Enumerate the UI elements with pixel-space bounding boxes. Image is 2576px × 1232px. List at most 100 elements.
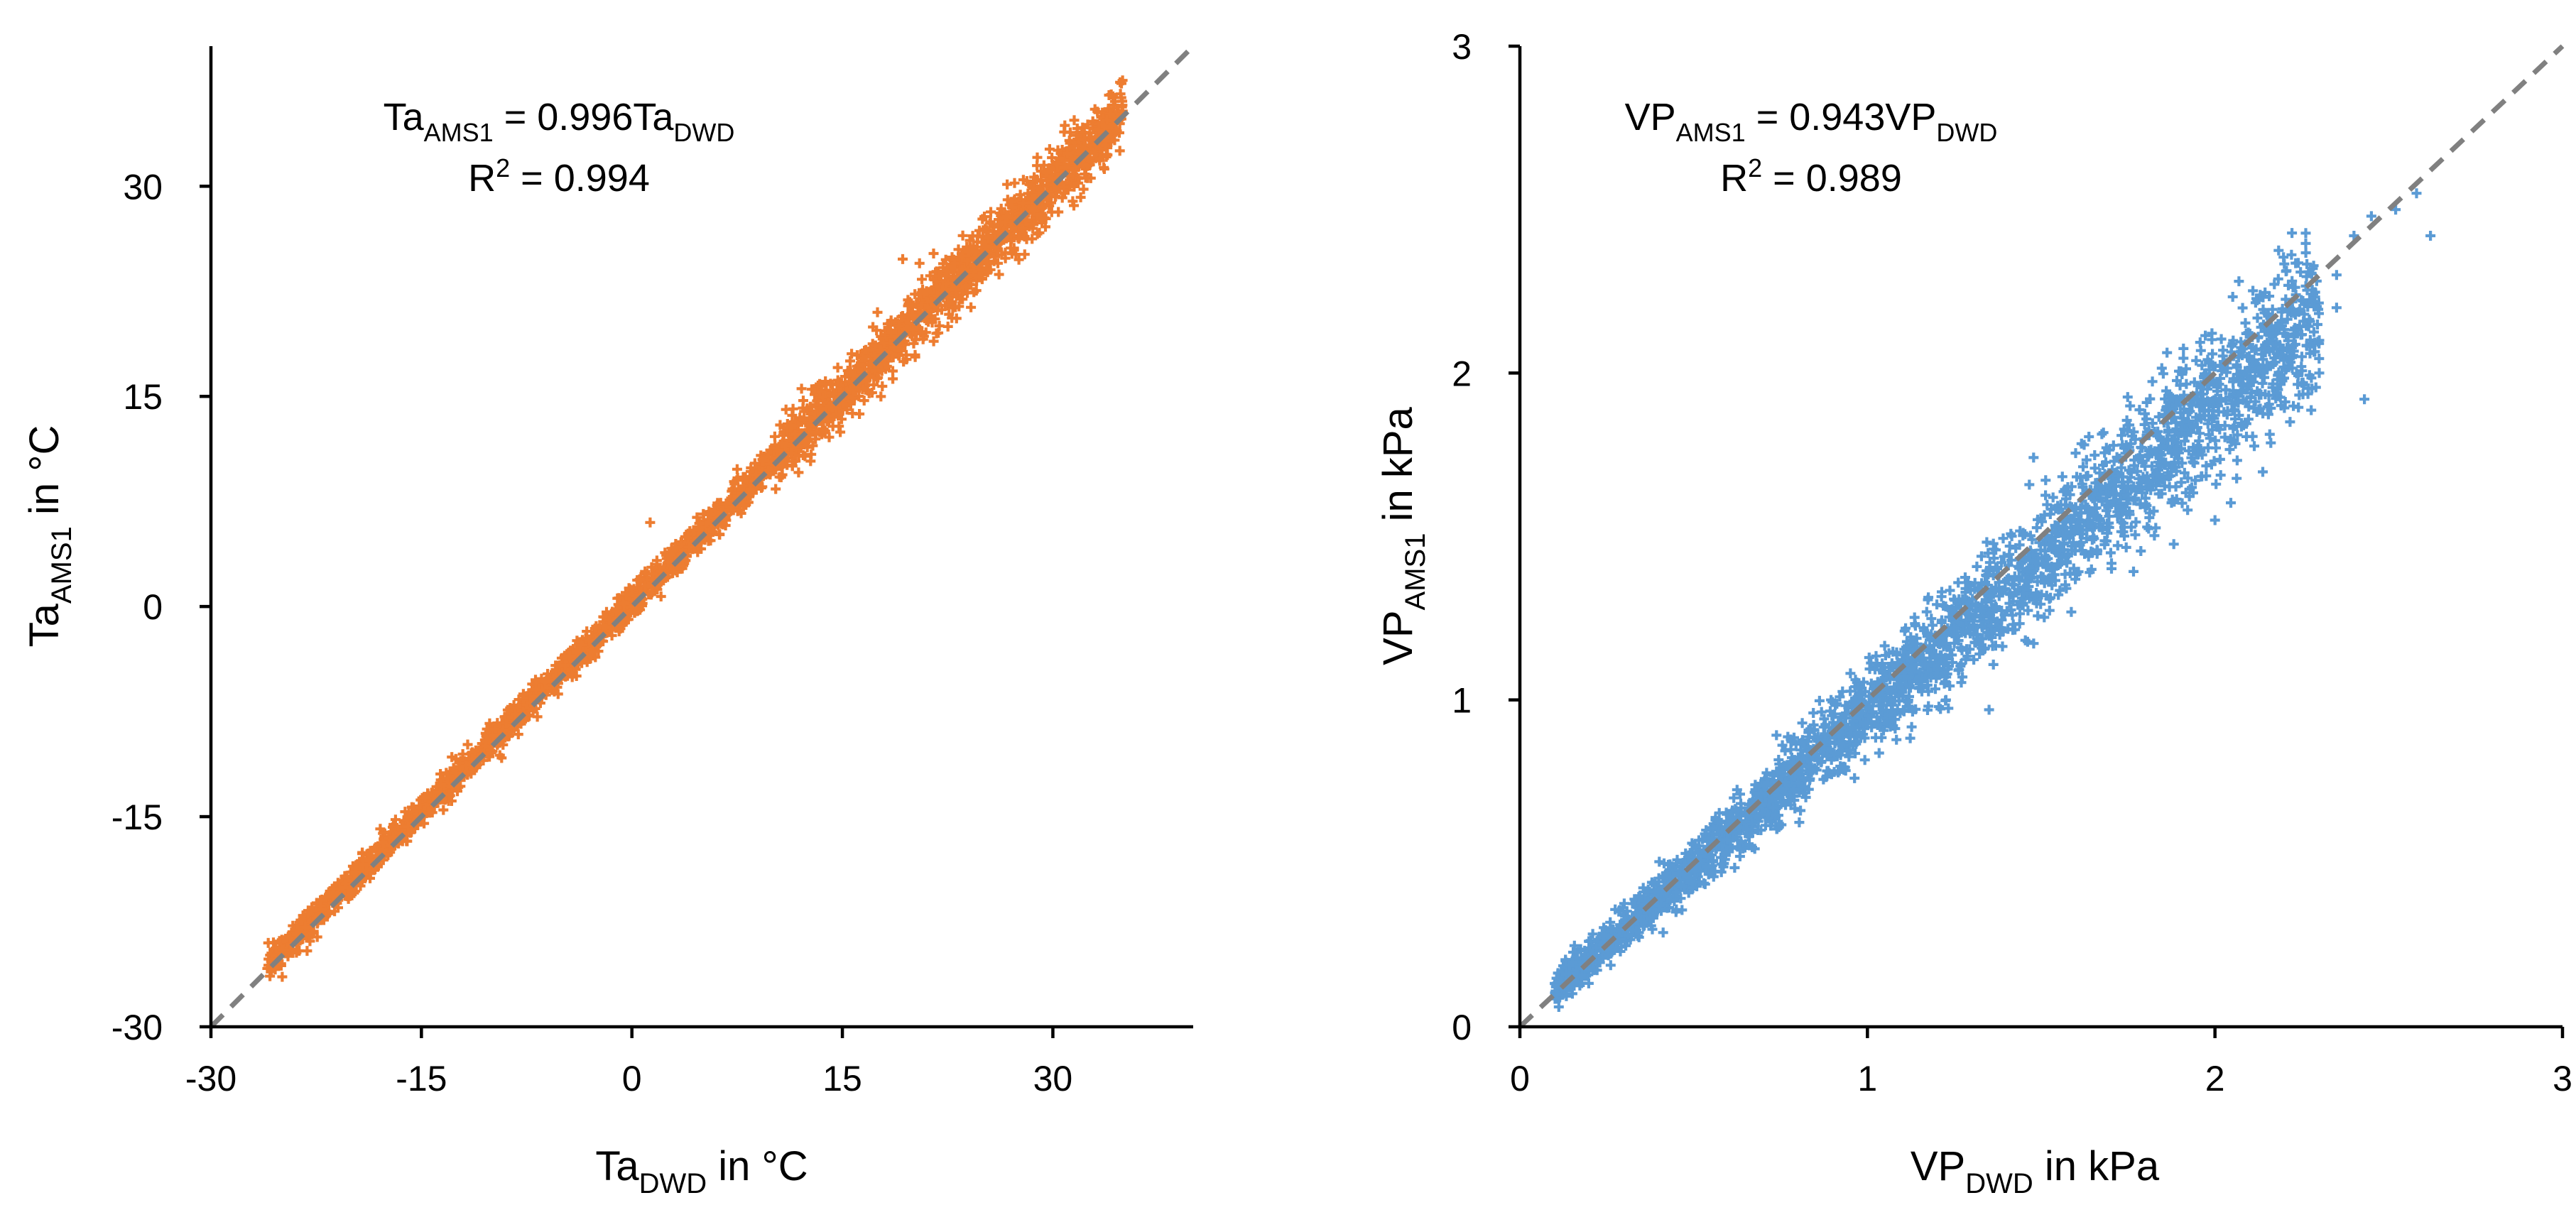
temperature-data-point xyxy=(854,409,865,419)
temperature-data-point xyxy=(447,752,457,763)
vapour-pressure-data-point xyxy=(1729,863,1740,873)
temperature-data-point xyxy=(928,249,939,258)
vapour-pressure-data-point xyxy=(2264,429,2275,440)
vapour-pressure-data-point xyxy=(2227,292,2238,302)
vapour-pressure-data-point xyxy=(1972,561,1982,572)
temperature-data-point xyxy=(888,366,898,376)
temperature-data-point xyxy=(898,254,908,264)
temperature-x-tick-label: 30 xyxy=(1033,1059,1073,1099)
temperature-y-tick-label: -30 xyxy=(112,1008,163,1047)
vapour-pressure-data-point xyxy=(1794,817,1805,828)
temperature-x-tick-label: -15 xyxy=(396,1059,447,1099)
temperature-data-point xyxy=(390,814,401,825)
temperature-data-point xyxy=(869,380,879,390)
temperature-data-point xyxy=(872,307,883,317)
temperature-data-point xyxy=(990,251,1001,262)
vapour-pressure-data-point xyxy=(1891,734,1902,745)
temperature-y-ticks: -30 -15 0 15 30 xyxy=(112,167,211,1047)
temperature-y-tick-label: 15 xyxy=(123,377,163,417)
temperature-data-point xyxy=(925,271,935,281)
vapour-pressure-data-point xyxy=(2211,479,2222,489)
vapour-pressure-data-point xyxy=(2306,405,2317,415)
temperature-x-tick-label: 15 xyxy=(822,1059,862,1099)
temperature-data-point xyxy=(732,464,742,474)
temperature-data-point xyxy=(265,971,276,981)
temperature-data-point xyxy=(942,321,953,332)
vapour-pressure-data-point xyxy=(1953,577,1964,588)
temperature-data-point xyxy=(1032,174,1042,185)
temperature-data-point xyxy=(1075,192,1086,202)
vapour-pressure-data-point xyxy=(2300,228,2311,239)
temperature-one-to-one-line xyxy=(209,44,1195,1029)
temperature-data-point xyxy=(877,381,888,391)
temperature-data-point xyxy=(957,230,968,241)
vapour-pressure-data-point xyxy=(2252,312,2263,323)
temperature-data-point xyxy=(928,336,939,347)
temperature-data-point xyxy=(302,946,313,956)
temperature-data-point xyxy=(917,274,927,285)
vapour-pressure-data-point xyxy=(2237,302,2248,313)
vapour-pressure-data-point xyxy=(1956,677,1967,688)
temperature-data-point xyxy=(966,302,977,312)
vapour-pressure-data-point xyxy=(2249,441,2259,452)
temperature-data-point xyxy=(513,729,523,740)
vapour-pressure-data-point xyxy=(2257,378,2268,388)
temperature-data-point xyxy=(1013,254,1024,265)
temperature-data-point xyxy=(1078,184,1089,195)
vapour-pressure-data-point xyxy=(2224,445,2235,454)
temperature-data-point xyxy=(793,467,804,478)
temperature-data-point xyxy=(914,258,925,268)
vapour-pressure-data-point xyxy=(2162,347,2173,358)
temperature-x-tick-label: 0 xyxy=(622,1059,642,1099)
temperature-data-point xyxy=(771,484,781,494)
temperature-data-point xyxy=(832,362,843,373)
vapour-pressure-data-point xyxy=(2098,427,2109,438)
temperature-x-axis-label: TaDWD in °C xyxy=(595,1143,808,1199)
temperature-regression-equation: TaAMS1 = 0.996TaDWD xyxy=(384,96,735,147)
temperature-data-point xyxy=(947,252,957,263)
vapour-pressure-data-point xyxy=(2168,539,2179,550)
temperature-data-point xyxy=(930,314,940,325)
temperature-y-tick-label: -15 xyxy=(112,797,163,837)
temperature-data-point xyxy=(1019,249,1030,260)
temperature-x-tick-label: -30 xyxy=(185,1059,237,1099)
temperature-data-point xyxy=(277,971,288,982)
vapour-pressure-data-point xyxy=(2147,376,2158,387)
vapour-pressure-data-point xyxy=(1928,620,1938,631)
temperature-y-tick-label: 30 xyxy=(123,167,163,207)
temperature-data-point xyxy=(876,391,886,402)
temperature-y-tick-label: 0 xyxy=(143,587,163,627)
temperature-data-point xyxy=(898,356,909,367)
temperature-data-point xyxy=(953,244,964,255)
temperature-data-point xyxy=(263,937,273,948)
vapour-pressure-data-point xyxy=(2234,276,2244,287)
vapour-pressure-data-point xyxy=(2285,417,2295,427)
temperature-x-ticks: -30 -15 0 15 30 xyxy=(185,1027,1072,1099)
vapour-pressure-data-point xyxy=(2266,437,2276,448)
temperature-data-point xyxy=(993,258,1003,268)
vapour-pressure-data-point xyxy=(2178,353,2189,364)
vapour-pressure-data-point xyxy=(1906,721,1917,732)
temperature-scatter-panel: -30 -15 0 15 30 -30 -15 0 15 30 TaAMS1 = 0.996Ta… xyxy=(21,44,1195,1199)
temperature-r-squared: R2 = 0.994 xyxy=(468,153,650,200)
vapour-pressure-data-point xyxy=(2040,475,2051,486)
vapour-pressure-scatter-points xyxy=(1550,188,2436,1012)
temperature-data-point xyxy=(979,212,989,222)
vapour-pressure-data-point xyxy=(2215,470,2226,481)
temperature-data-point xyxy=(645,517,656,528)
temperature-data-point xyxy=(806,384,817,395)
vapour-pressure-data-point xyxy=(1658,927,1668,938)
vapour-pressure-data-point xyxy=(2044,605,2055,616)
temperature-data-point xyxy=(749,458,760,469)
temperature-data-point xyxy=(996,203,1006,214)
temperature-data-point xyxy=(1009,178,1020,188)
vapour-pressure-data-point xyxy=(2232,455,2242,466)
temperature-data-point xyxy=(1011,249,1021,260)
vapour-pressure-data-point xyxy=(1845,668,1856,679)
vapour-pressure-data-point xyxy=(2300,238,2311,249)
temperature-data-point xyxy=(1114,146,1125,156)
vapour-pressure-data-point xyxy=(2232,473,2242,484)
temperature-data-point xyxy=(796,383,807,394)
temperature-data-point xyxy=(1115,89,1126,99)
